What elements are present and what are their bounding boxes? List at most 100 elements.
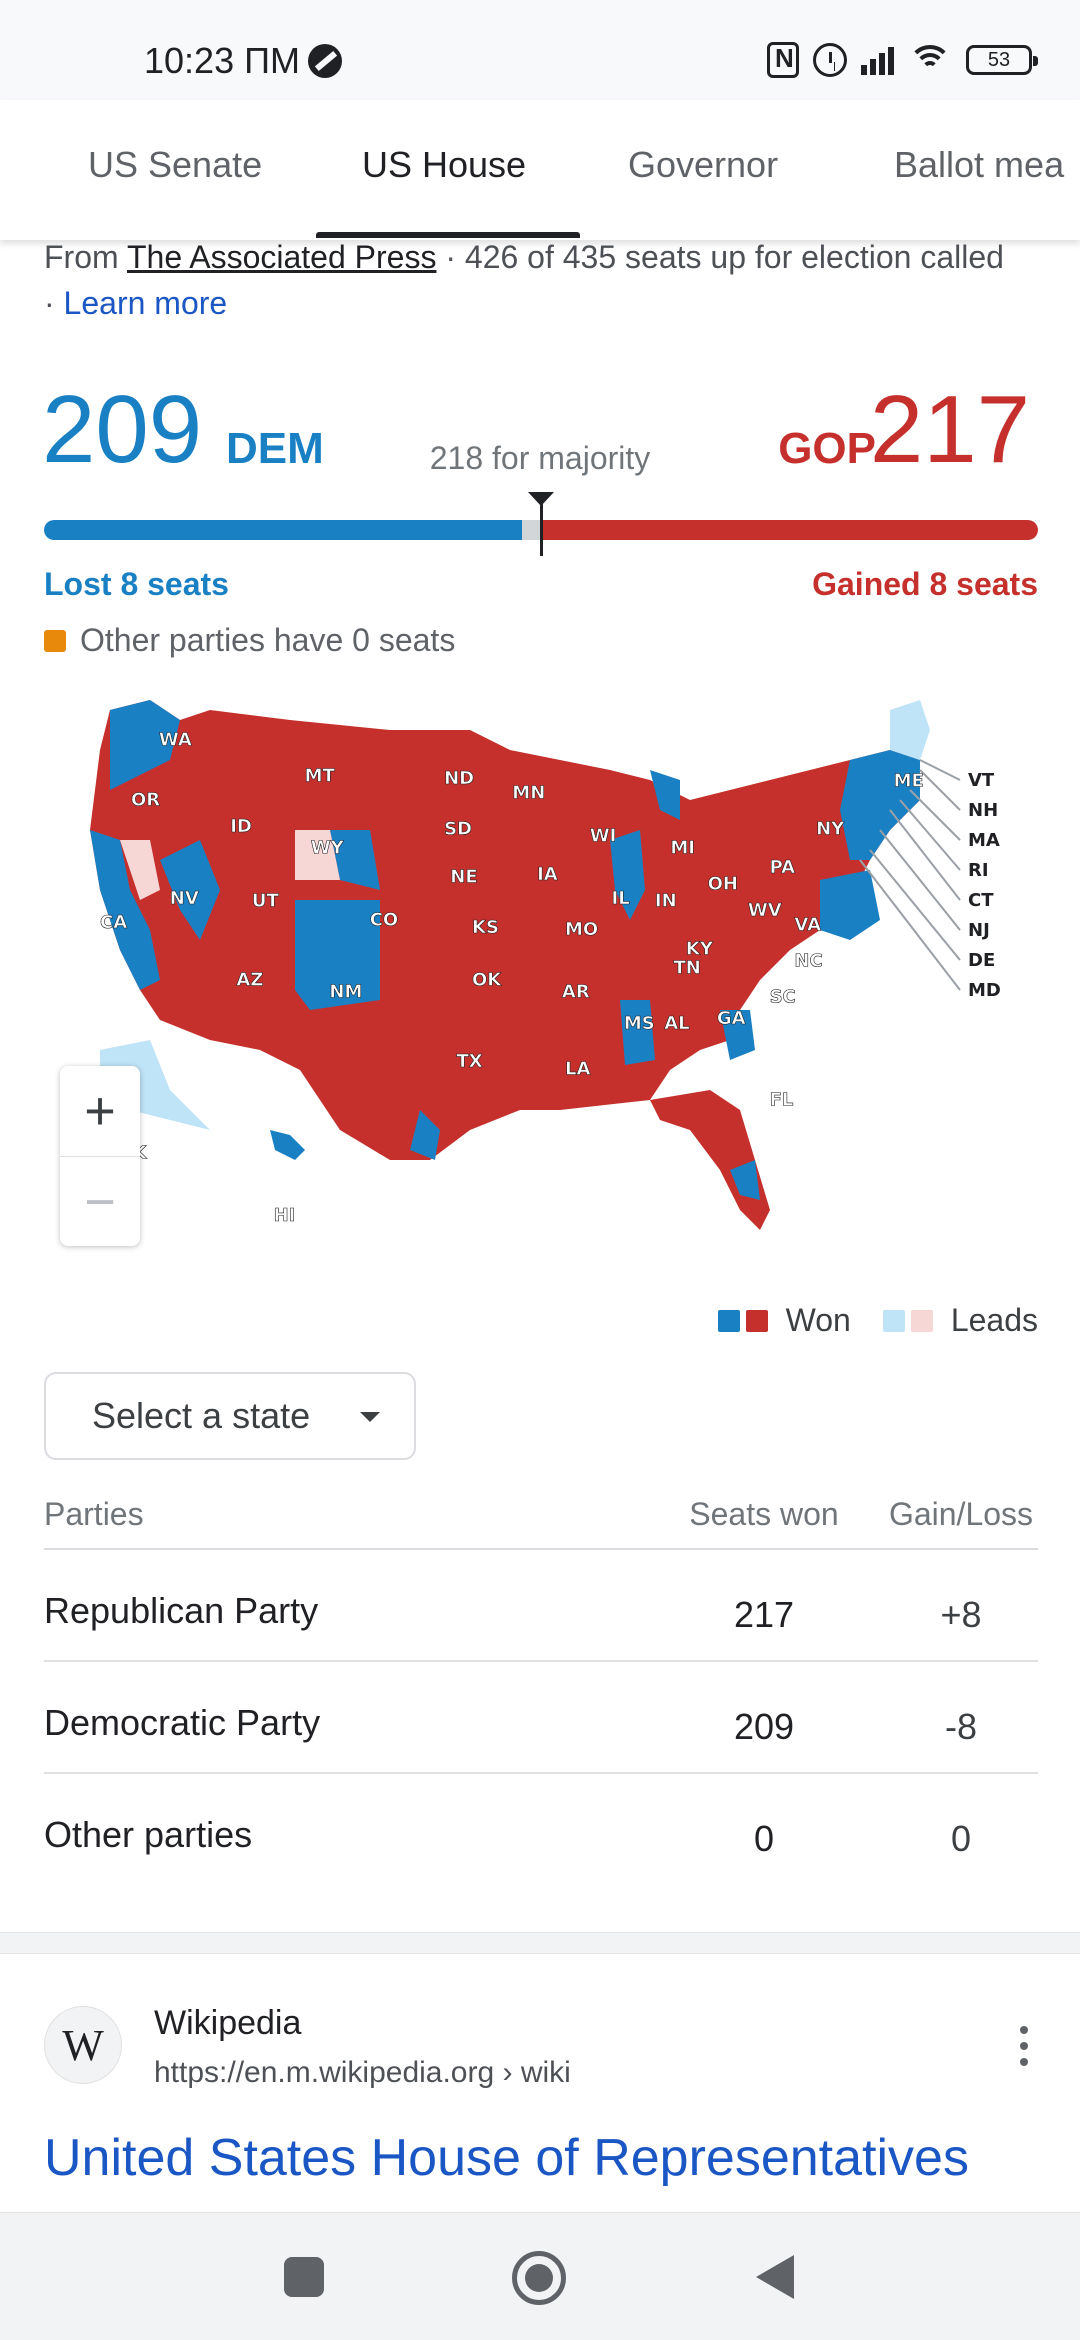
more-options-icon[interactable]	[1020, 2026, 1028, 2066]
tab-us-senate[interactable]: US Senate	[88, 144, 263, 185]
map-georgia-dem[interactable]	[720, 1010, 755, 1060]
majority-marker-icon	[528, 492, 554, 506]
state-label-hi: HI	[274, 1205, 296, 1226]
map-virginia-dem[interactable]	[820, 870, 880, 940]
state-label-nm: NM	[329, 982, 362, 1003]
alarm-icon	[813, 43, 847, 77]
map-illinois-dem[interactable]	[610, 830, 645, 920]
state-label-oh: OH	[708, 874, 738, 895]
map-texas-dem[interactable]	[410, 1110, 440, 1160]
state-label-wa: WA	[159, 730, 192, 751]
callout-label-vt: VT	[968, 770, 995, 791]
state-label-ne: NE	[450, 866, 477, 887]
party-change: -8	[944, 1706, 977, 1747]
state-label-pa: PA	[770, 857, 796, 878]
map-svg[interactable]: WA OR CA NV ID MT WY UT AZ CO NM ND SD NE KS OK TX MN IA MO…	[90, 690, 1060, 1250]
state-label-mo: MO	[565, 919, 598, 940]
map-colorado-gop-leads[interactable]	[295, 830, 340, 880]
state-label-ia: IA	[537, 864, 558, 885]
callout-label-ri: RI	[968, 860, 989, 881]
state-label-id: ID	[230, 816, 252, 837]
callout-label-layer: VT NH MA RI CT NJ DE MD	[968, 770, 1001, 1001]
state-label-wv: WV	[748, 900, 782, 921]
state-label-ga: GA	[717, 1008, 746, 1029]
dropdown-caret-icon	[360, 1412, 380, 1422]
map-mississippi-dem[interactable]	[620, 1000, 655, 1065]
learn-more-link[interactable]: Learn more	[63, 285, 228, 321]
home-button[interactable]	[512, 2251, 566, 2305]
result-title-link[interactable]: United States House of Representatives	[44, 2129, 969, 2187]
zoom-out-button[interactable]: −	[60, 1156, 140, 1246]
map-west-coast-dem[interactable]	[110, 700, 180, 790]
state-label-ms: MS	[624, 1013, 655, 1034]
map-landmass-gop[interactable]	[90, 700, 920, 1160]
select-state-dropdown[interactable]: Select a state	[44, 1372, 416, 1460]
map-callout-lines	[859, 759, 961, 991]
state-label-wi: WI	[590, 826, 617, 847]
party-seats: 217	[733, 1594, 795, 1635]
dnd-icon	[307, 44, 342, 78]
result-site-name[interactable]: Wikipedia	[154, 2004, 302, 2042]
party-seats: 0	[753, 1818, 775, 1859]
map-nevada-dem[interactable]	[160, 840, 220, 940]
map-new-mexico-dem[interactable]	[295, 900, 380, 1010]
tab-us-house[interactable]: US House	[362, 144, 527, 185]
table-header-row: Parties Seats won Gain/Loss	[44, 1480, 1038, 1550]
us-house-results-map[interactable]: WA OR CA NV ID MT WY UT AZ CO NM ND SD NE KS OK TX MN IA MO…	[90, 690, 1060, 1250]
other-parties-text: Other parties have 0 seats	[80, 622, 456, 658]
callout-label-ct: CT	[968, 890, 994, 911]
back-button[interactable]	[756, 2255, 794, 2299]
table-row: Democratic Party 209 -8	[44, 1662, 1038, 1774]
state-label-mt: MT	[305, 766, 336, 787]
callout-label-ma: MA	[968, 830, 1000, 851]
map-california-gop-leads[interactable]	[120, 840, 160, 900]
recent-apps-button[interactable]	[284, 2257, 324, 2297]
state-label-layer: WA OR CA NV ID MT WY UT AZ CO NM ND SD NE KS OK TX MN IA MO…	[100, 729, 924, 1226]
party-name: Other parties	[44, 1814, 253, 1855]
map-california-dem[interactable]	[90, 830, 160, 990]
majority-marker-line	[540, 504, 543, 556]
gop-seat-count: 217	[869, 376, 1030, 483]
state-label-ok: OK	[472, 970, 502, 991]
other-parties-note: Other parties have 0 seats	[44, 622, 455, 659]
state-label-ut: UT	[252, 890, 280, 911]
status-bar: 10:23 ПМ 53	[0, 0, 1080, 100]
leads-dem-swatch	[882, 1309, 905, 1332]
party-change: +8	[940, 1594, 982, 1635]
map-florida-gop[interactable]	[650, 1090, 770, 1230]
map-florida-dem[interactable]	[730, 1160, 760, 1200]
state-label-wy: WY	[311, 838, 345, 859]
state-label-la: LA	[565, 1058, 590, 1079]
tab-ballot-measures[interactable]: Ballot mea	[894, 144, 1065, 185]
party-change: 0	[950, 1818, 972, 1859]
source-detail: · 426 of 435 seats up for election calle…	[44, 239, 1004, 321]
map-hawaii-dem[interactable]	[270, 1130, 305, 1160]
state-label-co: CO	[370, 910, 399, 931]
tab-governor[interactable]: Governor	[628, 144, 779, 185]
result-url[interactable]: https://en.m.wikipedia.org › wiki	[154, 2056, 571, 2089]
map-michigan-dem[interactable]	[650, 770, 680, 820]
state-label-il: IL	[612, 888, 630, 909]
leads-gop-swatch	[910, 1309, 933, 1332]
header-gain-loss: Gain/Loss	[888, 1496, 1034, 1532]
source-prefix: From	[44, 239, 127, 275]
state-label-mn: MN	[512, 782, 545, 803]
signal-icon	[861, 45, 894, 75]
state-label-ca: CA	[100, 912, 127, 933]
party-results-table: Parties Seats won Gain/Loss Republican P…	[44, 1480, 1038, 1886]
zoom-in-button[interactable]: +	[84, 1081, 116, 1141]
map-colorado-dem[interactable]	[330, 830, 380, 890]
state-label-mi: MI	[670, 838, 695, 859]
status-time: 10:23 ПМ	[144, 40, 342, 82]
state-label-sd: SD	[444, 818, 472, 839]
legend-won-label: Won	[785, 1302, 851, 1338]
map-northeast-dem[interactable]	[840, 750, 920, 860]
publisher-link[interactable]: The Associated Press	[126, 239, 437, 275]
map-maine-dem-leads[interactable]	[890, 700, 930, 760]
state-label-nc: NC	[794, 950, 822, 971]
time-text: 10:23 ПМ	[144, 40, 300, 81]
section-divider	[0, 1932, 1080, 1954]
active-tab-indicator	[316, 232, 580, 238]
election-tabs: US Senate US House Governor Ballot mea	[0, 100, 1080, 240]
party-seats: 209	[733, 1706, 795, 1747]
